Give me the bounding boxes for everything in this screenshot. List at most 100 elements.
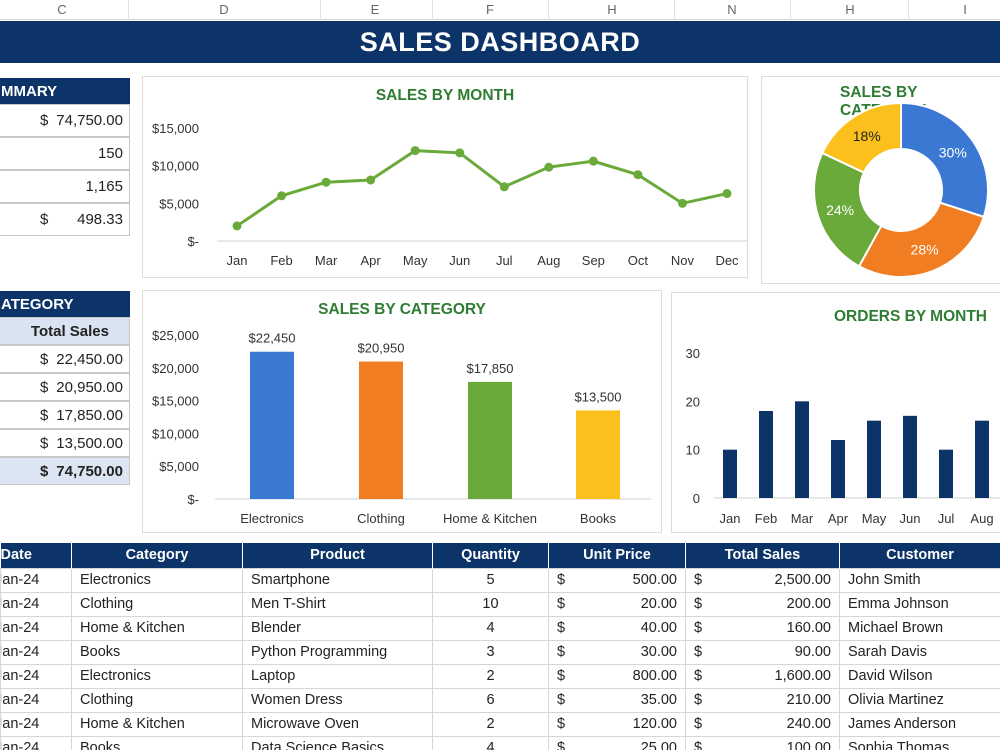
column-letter[interactable]: F (486, 2, 494, 17)
category-row[interactable]: $17,850.00 (0, 401, 130, 429)
category-total-row[interactable]: $74,750.00 (0, 457, 130, 485)
category-cell[interactable]: Home & Kitchen (71, 615, 243, 641)
orders-bar[interactable] (903, 415, 917, 498)
category-cell[interactable]: Books (71, 639, 243, 665)
total-sales-cell[interactable]: $210.00 (685, 687, 840, 713)
total-sales-cell[interactable]: $200.00 (685, 591, 840, 617)
total-sales-cell[interactable]: $90.00 (685, 639, 840, 665)
summary-row[interactable]: 150 (0, 137, 130, 170)
category-row[interactable]: $22,450.00 (0, 345, 130, 373)
sales-by-month-panel[interactable]: SALES BY MONTH $- $5,000 $10,000 $15,000 Jan… (142, 76, 748, 278)
customer-cell[interactable]: Sophia Thomas (839, 735, 1000, 750)
product-cell[interactable]: Python Programming (242, 639, 433, 665)
line-point[interactable] (455, 148, 465, 158)
summary-row[interactable]: $74,750.00 (0, 104, 130, 137)
header-total-sales[interactable]: Total Sales (685, 543, 840, 568)
unit-price-cell[interactable]: $120.00 (548, 711, 686, 737)
header-date[interactable]: Date (0, 543, 72, 568)
header-quantity[interactable]: Quantity (432, 543, 549, 568)
quantity-cell[interactable]: 4 (432, 735, 549, 750)
summary-row[interactable]: $498.33 (0, 203, 130, 236)
total-sales-cell[interactable]: $240.00 (685, 711, 840, 737)
header-product[interactable]: Product (242, 543, 433, 568)
orders-bar[interactable] (939, 449, 953, 498)
date-cell[interactable]: Jan-24 (0, 639, 72, 665)
quantity-cell[interactable]: 3 (432, 639, 549, 665)
pie-slice[interactable] (813, 151, 883, 268)
category-bar[interactable] (359, 361, 403, 499)
product-cell[interactable]: Men T-Shirt (242, 591, 433, 617)
column-letter[interactable]: H (845, 2, 855, 17)
product-cell[interactable]: Smartphone (242, 567, 433, 593)
column-letter[interactable]: H (607, 2, 617, 17)
date-cell[interactable]: Jan-24 (0, 591, 72, 617)
unit-price-cell[interactable]: $30.00 (548, 639, 686, 665)
sales-by-category-bar-panel[interactable]: SALES BY CATEGORY $- $5,000 $10,000 $15,000… (142, 290, 662, 533)
column-letter[interactable]: C (57, 2, 67, 17)
total-sales-cell[interactable]: $2,500.00 (685, 567, 840, 593)
category-row[interactable]: $13,500.00 (0, 429, 130, 457)
category-cell[interactable]: Clothing (71, 687, 243, 713)
total-sales-cell[interactable]: $100.00 (685, 735, 840, 750)
pie-slice[interactable] (857, 201, 986, 278)
customer-cell[interactable]: Michael Brown (839, 615, 1000, 641)
category-cell[interactable]: Home & Kitchen (71, 711, 243, 737)
product-cell[interactable]: Data Science Basics (242, 735, 433, 750)
column-letter[interactable]: I (963, 2, 967, 17)
quantity-cell[interactable]: 10 (432, 591, 549, 617)
date-cell[interactable]: Jan-24 (0, 687, 72, 713)
column-letter[interactable]: N (727, 2, 737, 17)
line-point[interactable] (277, 191, 287, 201)
unit-price-cell[interactable]: $20.00 (548, 591, 686, 617)
sales-by-category-pie-panel[interactable]: SALES BY CATEGORY 30%28%24%18% (761, 76, 1000, 284)
orders-bar[interactable] (831, 440, 845, 498)
pie-slice[interactable] (820, 101, 902, 174)
line-point[interactable] (677, 198, 687, 208)
customer-cell[interactable]: James Anderson (839, 711, 1000, 737)
orders-bar[interactable] (723, 449, 737, 498)
unit-price-cell[interactable]: $35.00 (548, 687, 686, 713)
unit-price-cell[interactable]: $500.00 (548, 567, 686, 593)
category-bar[interactable] (250, 351, 294, 499)
date-cell[interactable]: Jan-24 (0, 711, 72, 737)
product-cell[interactable]: Microwave Oven (242, 711, 433, 737)
quantity-cell[interactable]: 2 (432, 711, 549, 737)
product-cell[interactable]: Blender (242, 615, 433, 641)
orders-by-month-panel[interactable]: ORDERS BY MONTH 0 10 20 30 Jan Feb Mar Apr May Ju… (671, 292, 1000, 533)
customer-cell[interactable]: David Wilson (839, 663, 1000, 689)
customer-cell[interactable]: Olivia Martinez (839, 687, 1000, 713)
line-point[interactable] (232, 221, 242, 231)
quantity-cell[interactable]: 5 (432, 567, 549, 593)
category-row[interactable]: $20,950.00 (0, 373, 130, 401)
unit-price-cell[interactable]: $25.00 (548, 735, 686, 750)
product-cell[interactable]: Women Dress (242, 687, 433, 713)
line-point[interactable] (588, 156, 598, 166)
category-bar[interactable] (468, 381, 512, 499)
total-sales-cell[interactable]: $160.00 (685, 615, 840, 641)
line-point[interactable] (321, 177, 331, 187)
table-row[interactable]: Jan-24ElectronicsLaptop2$800.00$1,600.00… (0, 663, 1000, 689)
customer-cell[interactable]: Emma Johnson (839, 591, 1000, 617)
quantity-cell[interactable]: 2 (432, 663, 549, 689)
pie-slice[interactable] (900, 101, 989, 219)
date-cell[interactable]: Jan-24 (0, 735, 72, 750)
line-point[interactable] (544, 162, 554, 172)
quantity-cell[interactable]: 6 (432, 687, 549, 713)
category-cell[interactable]: Electronics (71, 567, 243, 593)
header-unit-price[interactable]: Unit Price (548, 543, 686, 568)
date-cell[interactable]: Jan-24 (0, 567, 72, 593)
header-customer[interactable]: Customer (839, 543, 1000, 568)
line-point[interactable] (410, 146, 420, 156)
customer-cell[interactable]: John Smith (839, 567, 1000, 593)
category-cell[interactable]: Books (71, 735, 243, 750)
orders-bar[interactable] (975, 420, 989, 498)
column-letter[interactable]: D (219, 2, 229, 17)
unit-price-cell[interactable]: $40.00 (548, 615, 686, 641)
line-point[interactable] (722, 189, 732, 199)
summary-row[interactable]: 1,165 (0, 170, 130, 203)
